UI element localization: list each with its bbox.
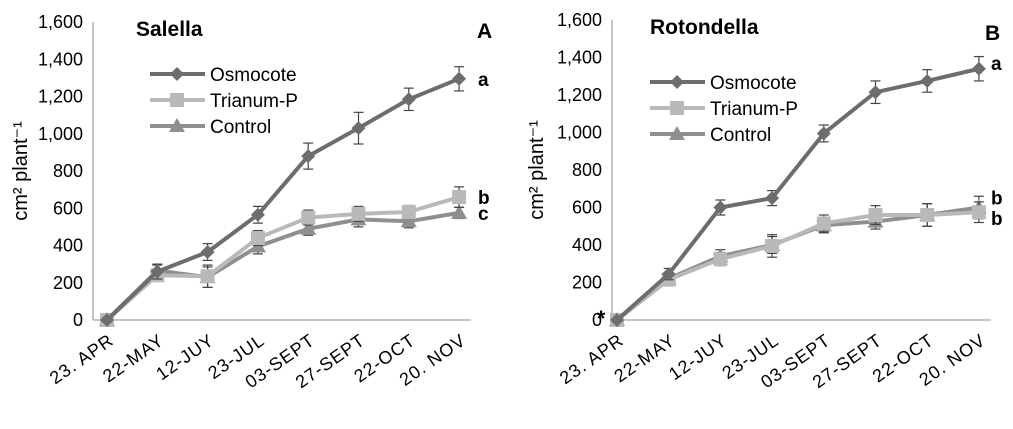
- series-line: [615, 205, 980, 322]
- y-tick-label: 1,000: [38, 124, 83, 144]
- legend-label: Control: [210, 117, 271, 138]
- legend-label: Control: [710, 125, 771, 146]
- legend-marker: [669, 126, 685, 140]
- data-point: [300, 220, 317, 235]
- legend-item: Trianum-P: [150, 91, 298, 112]
- y-tick-label: 1,200: [38, 87, 83, 107]
- legend-marker: [670, 75, 684, 89]
- y-tick-label: 1,200: [557, 85, 602, 105]
- data-point: [401, 204, 416, 219]
- data-point: [971, 205, 986, 220]
- significance-letter: b: [991, 209, 1003, 230]
- legend-label: Trianum-P: [710, 99, 798, 120]
- data-point: [250, 231, 265, 246]
- y-tick-label: 600: [572, 198, 602, 218]
- series-line: [105, 210, 460, 322]
- legend-label: Osmocote: [210, 65, 297, 86]
- legend-label: Osmocote: [710, 73, 797, 94]
- data-point: [868, 208, 883, 222]
- data-point: [250, 207, 265, 222]
- data-point: [351, 206, 366, 221]
- y-tick-label: 400: [572, 235, 602, 255]
- y-tick-label: 0: [73, 310, 83, 330]
- y-tick-label: 800: [53, 161, 83, 181]
- y-tick-label: 0: [592, 310, 602, 330]
- legend-label: Trianum-P: [210, 91, 298, 112]
- data-point: [301, 210, 316, 225]
- legend-marker: [670, 101, 684, 115]
- significance-letter: c: [478, 204, 489, 225]
- data-point: [452, 71, 467, 86]
- data-point: [452, 190, 467, 205]
- data-point: [713, 200, 728, 215]
- series-trianum-p: b: [100, 186, 490, 327]
- legend-item: Trianum-P: [650, 99, 798, 120]
- data-point: [400, 213, 417, 228]
- legend-item: Osmocote: [150, 65, 297, 86]
- annotation-asterisk: *: [597, 306, 606, 331]
- significance-letter: b: [991, 189, 1003, 210]
- data-point: [150, 264, 165, 279]
- legend-item: Control: [650, 125, 771, 146]
- x-tick-label: 12-JUY: [665, 330, 731, 384]
- series-line: [105, 76, 460, 322]
- data-point: [713, 252, 728, 267]
- y-tick-label: 1,000: [557, 123, 602, 143]
- y-axis-label: cm² plant⁻¹: [526, 120, 548, 220]
- y-tick-label: 400: [53, 236, 83, 256]
- y-tick-label: 1,400: [38, 49, 83, 69]
- data-point: [100, 313, 114, 327]
- y-tick-label: 200: [53, 273, 83, 293]
- series-line: [105, 195, 460, 322]
- series-line: [615, 66, 980, 322]
- series-line: [615, 210, 980, 322]
- panel-label: A: [477, 20, 492, 43]
- chart-title: Salella: [136, 18, 203, 41]
- data-point: [610, 313, 624, 327]
- data-point: [920, 73, 935, 88]
- y-tick-label: 200: [572, 273, 602, 293]
- significance-letter: a: [478, 70, 489, 91]
- series-control: b: [609, 189, 1003, 326]
- series-osmocote: a: [100, 66, 489, 327]
- series-osmocote: a: [610, 54, 1002, 327]
- data-point: [765, 191, 780, 206]
- y-tick-label: 1,600: [38, 12, 83, 32]
- data-point: [971, 61, 986, 76]
- data-point: [451, 204, 468, 219]
- chart-title: Rotondella: [650, 16, 759, 39]
- legend-marker: [169, 118, 185, 132]
- data-point: [816, 126, 831, 141]
- data-point: [868, 85, 883, 100]
- x-tick-label: 12-JUY: [152, 330, 218, 384]
- legend-item: Osmocote: [650, 73, 797, 94]
- significance-letter: a: [991, 54, 1002, 75]
- legend-marker: [170, 93, 184, 107]
- legend-item: Control: [150, 117, 271, 138]
- data-point: [351, 121, 366, 136]
- data-point: [200, 245, 215, 260]
- y-tick-label: 600: [53, 198, 83, 218]
- panel-label: B: [985, 22, 1000, 45]
- data-point: [816, 216, 831, 231]
- data-point: [200, 269, 215, 284]
- data-point: [765, 238, 780, 253]
- series-trianum-p: b: [610, 201, 1003, 327]
- significance-letter: b: [478, 188, 490, 209]
- y-tick-label: 1,400: [557, 48, 602, 68]
- legend-marker: [170, 67, 184, 81]
- y-axis-label: cm² plant⁻¹: [10, 121, 32, 221]
- data-point: [401, 92, 416, 107]
- y-tick-label: 1,600: [557, 10, 602, 30]
- data-point: [301, 149, 316, 164]
- data-point: [661, 267, 676, 282]
- data-point: [920, 208, 935, 222]
- y-tick-label: 800: [572, 160, 602, 180]
